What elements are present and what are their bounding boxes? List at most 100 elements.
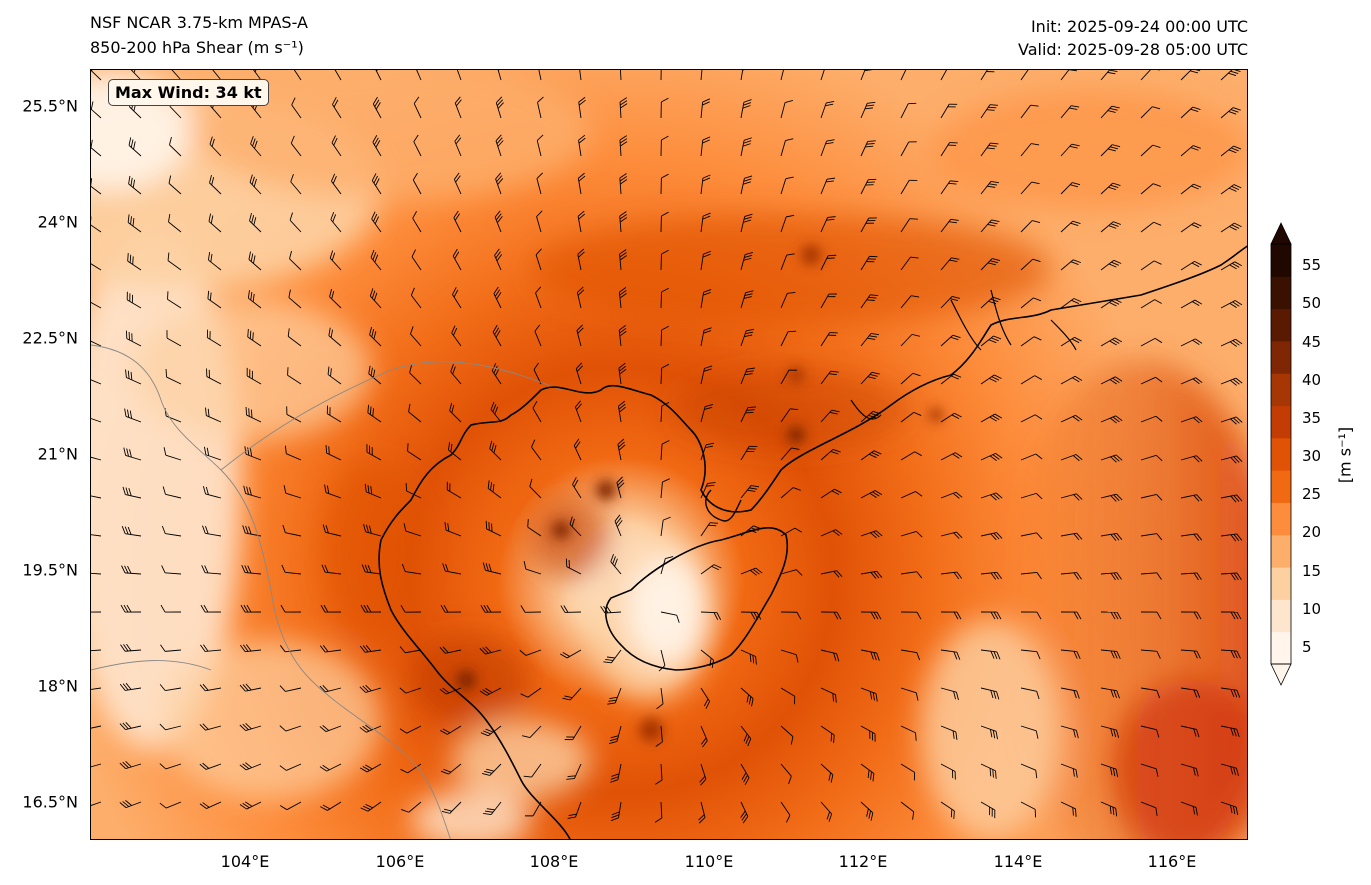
wind-barb [980, 181, 999, 195]
wind-barb [1060, 220, 1081, 233]
wind-barb [1060, 725, 1079, 739]
wind-barb [452, 248, 462, 271]
wind-barb [940, 103, 958, 119]
wind-barb [660, 478, 670, 499]
wind-barb [523, 561, 542, 575]
lon-tick: 114°E [993, 852, 1043, 871]
colorbar-band [1271, 405, 1291, 439]
wind-barb [940, 531, 963, 539]
wind-barb [900, 256, 919, 271]
wind-barb [980, 611, 1002, 620]
wind-barb [740, 252, 753, 271]
wind-barb [440, 604, 462, 613]
lat-tick: 19.5°N [22, 560, 78, 580]
lon-tick: 104°E [220, 852, 270, 871]
wind-barb [1100, 105, 1120, 119]
wind-barb [199, 801, 222, 809]
wind-barb [618, 362, 627, 385]
wind-barb [331, 135, 342, 157]
wind-barb [360, 604, 382, 613]
wind-barb [1140, 183, 1161, 195]
wind-barb [1020, 687, 1040, 700]
wind-barb [91, 801, 102, 808]
wind-barb [1220, 107, 1241, 119]
wind-barb [860, 611, 882, 620]
wind-barb [1140, 725, 1160, 738]
wind-barb [1100, 611, 1122, 620]
wind-barb [493, 286, 502, 309]
wind-barb [403, 523, 422, 537]
wind-barb [536, 134, 544, 157]
wind-barb [451, 325, 462, 347]
wind-barb [900, 102, 917, 119]
colorbar-band [1271, 567, 1291, 600]
country-border [220, 361, 562, 471]
wind-barb [1180, 649, 1201, 659]
wind-barb [940, 257, 960, 271]
wind-barb [700, 687, 711, 709]
wind-barb [170, 70, 182, 81]
wind-barb [619, 173, 628, 195]
wind-barb [364, 483, 382, 499]
wind-barb [366, 444, 382, 461]
lon-tick: 110°E [684, 852, 734, 871]
wind-barb [399, 687, 422, 694]
wind-barb [91, 299, 102, 309]
wind-barb [168, 175, 182, 195]
wind-barb [900, 451, 922, 461]
wind-barb [1060, 105, 1080, 119]
wind-barb [940, 412, 962, 423]
wind-barb [740, 367, 755, 385]
wind-barb [1100, 415, 1123, 424]
wind-barb [1100, 221, 1121, 233]
wind-barb [330, 211, 342, 233]
wind-barb [660, 249, 669, 271]
wind-barb [1180, 572, 1202, 581]
wind-barb [1020, 763, 1038, 779]
wind-barb [740, 99, 752, 119]
wind-barb [490, 401, 502, 423]
wind-barb [564, 725, 582, 741]
wind-barb [619, 211, 628, 233]
lat-tick: 21°N [37, 444, 78, 464]
wind-barb [1180, 260, 1202, 271]
wind-barb [410, 287, 422, 309]
wind-barb [491, 363, 502, 385]
wind-barb [1220, 455, 1243, 464]
wind-barb [900, 411, 922, 423]
wind-barb [537, 96, 544, 119]
wind-barb [121, 526, 142, 537]
wind-barb [401, 563, 422, 575]
wind-barb [328, 327, 342, 347]
wind-barb [578, 134, 586, 157]
wind-barb [160, 644, 182, 652]
wind-barb [740, 485, 760, 499]
wind-barb [900, 179, 918, 195]
wind-barb [900, 531, 923, 538]
wind-barb [487, 480, 502, 499]
wind-barb [535, 248, 542, 271]
wind-barb [700, 250, 712, 271]
wind-barb [1220, 300, 1243, 309]
wind-barb [206, 329, 222, 347]
wind-barb [325, 444, 342, 461]
wind-barb [1100, 182, 1121, 195]
wind-barb [1020, 375, 1042, 385]
wind-barb [407, 443, 422, 461]
wind-barb [740, 70, 751, 81]
wind-barb [700, 564, 722, 575]
wind-barb [159, 723, 182, 731]
wind-barb [91, 70, 102, 81]
wind-barb [163, 447, 182, 461]
wind-barb [1020, 492, 1043, 500]
wind-barb [780, 176, 794, 195]
wind-barb [1180, 725, 1200, 738]
wind-barb [495, 172, 504, 195]
wind-barb [324, 484, 342, 499]
wind-barb [940, 801, 955, 819]
wind-barb [860, 570, 883, 579]
lat-tick: 24°N [37, 212, 78, 232]
wind-barb [740, 290, 754, 309]
wind-barb [700, 136, 711, 157]
wind-barb [249, 212, 262, 233]
